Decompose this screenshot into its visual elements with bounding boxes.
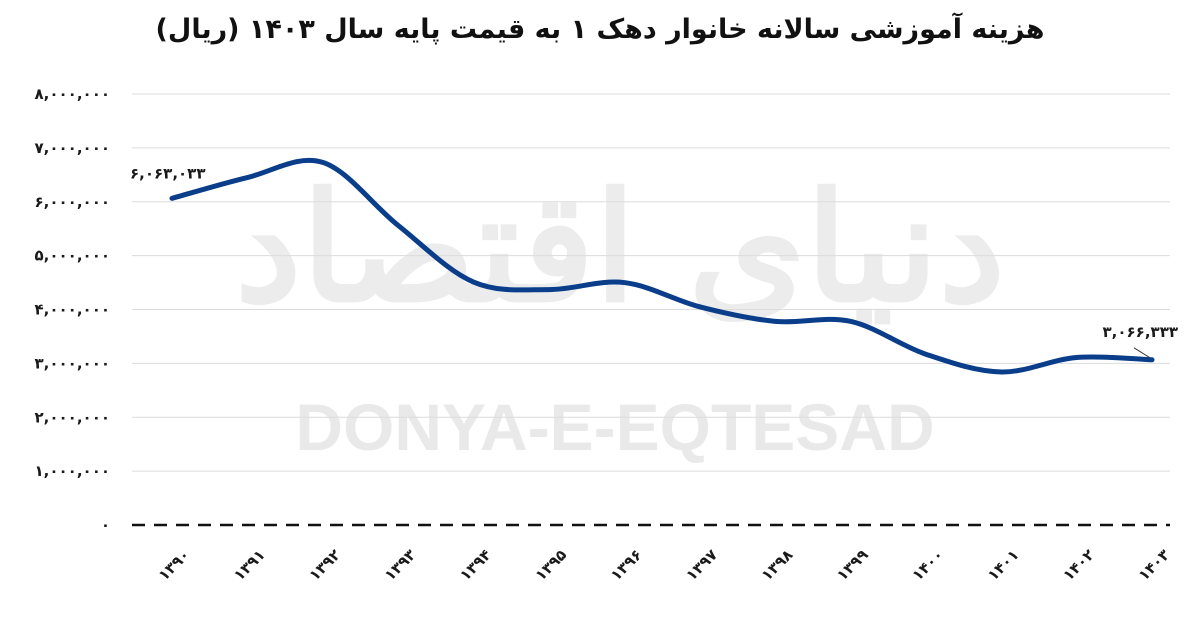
- x-tick-label: ۱۳۹۷: [682, 546, 721, 585]
- x-tick: ۱۳۹۸: [758, 546, 797, 585]
- y-tick-label: ۴,۰۰۰,۰۰۰: [35, 301, 110, 319]
- x-tick-label: ۱۳۹۹: [833, 546, 872, 585]
- chart-title: هزینه آموزشی سالانه خانوار دهک ۱ به قیمت…: [155, 14, 1045, 45]
- data-labels: ۶,۰۶۳,۰۳۳ ۳,۰۶۶,۳۳۳: [130, 164, 1178, 359]
- y-tick-label: ۱,۰۰۰,۰۰۰: [35, 462, 110, 480]
- x-tick-label: ۱۳۹۱: [230, 546, 269, 585]
- x-tick-label: ۱۳۹۲: [305, 546, 344, 585]
- x-tick: ۱۳۹۱: [230, 546, 269, 585]
- x-tick-label: ۱۴۰۲: [1059, 546, 1098, 585]
- x-tick: ۱۳۹۴: [456, 546, 495, 585]
- y-tick-label: ۵,۰۰۰,۰۰۰: [35, 247, 110, 265]
- gridlines: [132, 93, 1170, 527]
- x-tick-label: ۱۳۹۶: [607, 546, 646, 585]
- y-axis: ۰ ۱,۰۰۰,۰۰۰ ۲,۰۰۰,۰۰۰ ۳,۰۰۰,۰۰۰ ۴,۰۰۰,۰۰۰ ۵,۰…: [35, 85, 110, 534]
- x-tick: ۱۴۰۲: [1059, 546, 1098, 585]
- x-tick: ۱۳۹۰: [155, 546, 194, 585]
- x-tick-label: ۱۳۹۰: [155, 546, 194, 585]
- x-tick: ۱۳۹۶: [607, 546, 646, 585]
- watermark-english: DONYA-E-EQTESAD: [295, 390, 934, 464]
- x-axis: ۱۳۹۰ ۱۳۹۱ ۱۳۹۲ ۱۳۹۳ ۱۳۹۴ ۱۳۹۵ ۱۳۹۶ ۱۳۹۷ ۱۳۹۸ ۱۳۹۹…: [155, 546, 1174, 585]
- x-tick-label: ۱۳۹۵: [532, 546, 571, 585]
- x-tick: ۱۳۹۷: [682, 546, 721, 585]
- x-tick: ۱۳۹۵: [532, 546, 571, 585]
- x-tick: ۱۴۰۱: [984, 546, 1023, 585]
- y-tick-label: ۸,۰۰۰,۰۰۰: [35, 85, 110, 103]
- x-tick: ۱۴۰۳: [1135, 546, 1174, 585]
- x-tick: ۱۳۹۲: [305, 546, 344, 585]
- series-line: [169, 157, 1155, 375]
- y-tick-label: ۷,۰۰۰,۰۰۰: [35, 139, 110, 157]
- y-tick-label: ۶,۰۰۰,۰۰۰: [35, 193, 110, 211]
- x-tick: ۱۴۰۰: [909, 546, 948, 585]
- y-tick-label: ۰: [101, 516, 110, 534]
- data-label-first: ۶,۰۶۳,۰۳۳: [130, 164, 205, 182]
- y-tick-label: ۳,۰۰۰,۰۰۰: [35, 354, 110, 372]
- y-tick-label: ۲,۰۰۰,۰۰۰: [35, 408, 110, 426]
- x-tick-label: ۱۳۹۳: [381, 546, 420, 585]
- x-tick: ۱۳۹۳: [381, 546, 420, 585]
- x-tick-label: ۱۴۰۳: [1135, 546, 1174, 585]
- x-tick-label: ۱۴۰۰: [909, 546, 948, 585]
- x-tick-label: ۱۳۹۸: [758, 546, 797, 585]
- data-label-last: ۳,۰۶۶,۳۳۳: [1103, 323, 1178, 341]
- x-tick: ۱۳۹۹: [833, 546, 872, 585]
- x-tick-label: ۱۳۹۴: [456, 546, 495, 585]
- x-tick-label: ۱۴۰۱: [984, 546, 1023, 585]
- watermark: دنیای اقتصاد DONYA-E-EQTESAD: [235, 160, 1005, 464]
- leader-line: [1133, 347, 1151, 359]
